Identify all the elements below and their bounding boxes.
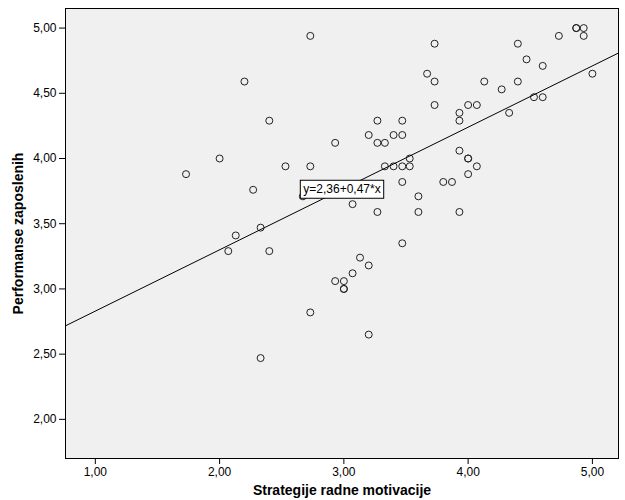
svg-text:2,00: 2,00 bbox=[208, 465, 232, 479]
svg-text:3,00: 3,00 bbox=[33, 282, 57, 296]
svg-text:y=2,36+0,47*x: y=2,36+0,47*x bbox=[303, 182, 380, 196]
svg-text:5,00: 5,00 bbox=[33, 21, 57, 35]
svg-text:4,50: 4,50 bbox=[33, 86, 57, 100]
svg-text:1,00: 1,00 bbox=[84, 465, 108, 479]
svg-text:3,00: 3,00 bbox=[332, 465, 356, 479]
svg-text:Strategije radne motivacije: Strategije radne motivacije bbox=[253, 482, 431, 498]
svg-text:5,00: 5,00 bbox=[581, 465, 605, 479]
svg-text:2,50: 2,50 bbox=[33, 347, 57, 361]
svg-text:Performanse zaposlenih: Performanse zaposlenih bbox=[10, 153, 26, 315]
svg-text:4,00: 4,00 bbox=[456, 465, 480, 479]
svg-text:2,00: 2,00 bbox=[33, 412, 57, 426]
svg-text:4,00: 4,00 bbox=[33, 151, 57, 165]
svg-text:3,50: 3,50 bbox=[33, 217, 57, 231]
